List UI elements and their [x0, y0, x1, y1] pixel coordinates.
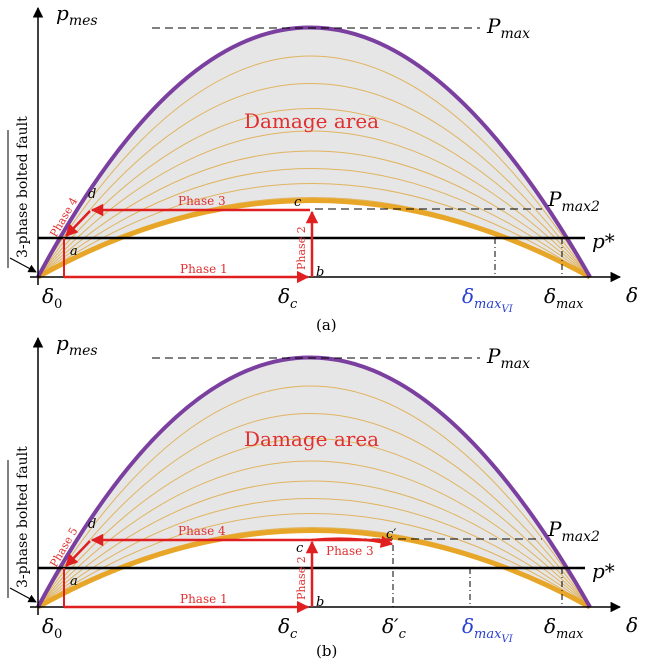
- tick-deltacp: δ′c: [382, 614, 407, 642]
- point-d: d: [88, 517, 96, 532]
- tick-delta0: δ0: [42, 284, 62, 312]
- x-axis-label: δ: [626, 283, 638, 307]
- point-a: a: [70, 244, 78, 259]
- pmax-label: Pmax: [486, 14, 530, 42]
- pstar-label: p*: [592, 229, 615, 253]
- tick-deltamaxvi: δmaxVI: [462, 614, 514, 645]
- post-fault-curve: [36, 528, 592, 610]
- point-c: c: [296, 541, 304, 556]
- damage-area-label: Damage area: [244, 427, 379, 451]
- fault-arrow: [9, 587, 37, 603]
- phase4-arrow: [65, 210, 91, 237]
- phase4-label: Phase 4: [178, 524, 226, 538]
- fault-label: 3-phase bolted fault: [15, 116, 31, 258]
- fault-label: 3-phase bolted fault: [15, 446, 31, 588]
- pmax2-label: Pmax2: [547, 187, 600, 215]
- phase3-label: Phase 3: [326, 544, 374, 558]
- pstar-label: p*: [592, 559, 615, 583]
- phase3-label: Phase 3: [178, 194, 226, 208]
- point-d: d: [88, 187, 96, 202]
- point-cp: c′: [386, 527, 396, 542]
- fault-arrow: [9, 257, 37, 273]
- phase1-label: Phase 1: [180, 262, 228, 276]
- point-c: c: [294, 195, 302, 210]
- point-b: b: [316, 595, 324, 610]
- y-axis-label: pmes: [56, 1, 98, 29]
- tick-delta0: δ0: [42, 614, 62, 642]
- tick-deltamax: δmax: [544, 614, 584, 642]
- point-b: b: [316, 265, 324, 280]
- phase1-label: Phase 1: [180, 592, 228, 606]
- post-fault-curve: [36, 198, 592, 280]
- x-axis-label: δ: [626, 613, 638, 637]
- tick-deltamaxvi: δmaxVI: [462, 284, 514, 315]
- pmax-label: Pmax: [486, 344, 530, 372]
- point-a: a: [70, 574, 78, 589]
- phase5-arrow: [65, 540, 91, 567]
- caption-b: (b): [316, 642, 337, 660]
- y-axis-label: pmes: [56, 331, 98, 359]
- panel-a: 3-phase bolted fault Phase 1 Phase 2 Pha…: [7, 1, 638, 334]
- caption-a: (a): [316, 316, 337, 334]
- tick-deltamax: δmax: [544, 284, 584, 312]
- tick-deltac: δc: [278, 614, 298, 642]
- damage-area-fill: [38, 357, 590, 607]
- pmax2-label: Pmax2: [547, 517, 600, 545]
- damage-area-label: Damage area: [244, 109, 379, 133]
- tick-deltac: δc: [278, 284, 298, 312]
- phase2-label: Phase 2: [295, 226, 308, 270]
- phase2-label: Phase 2: [295, 556, 308, 600]
- damage-area-fill: [38, 27, 590, 277]
- panel-b: 3-phase bolted fault Phase 1 Phase 2 Pha…: [7, 331, 638, 660]
